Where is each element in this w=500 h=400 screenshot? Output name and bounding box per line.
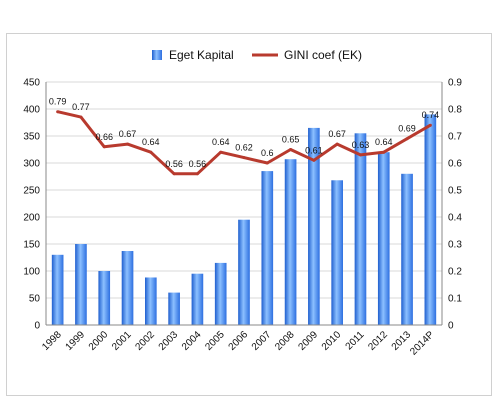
- bar: [284, 159, 297, 325]
- x-tick-label: 2010: [320, 329, 344, 353]
- y-right-tick-label: 0.7: [448, 132, 462, 143]
- y-right-tick-label: 0.4: [448, 213, 462, 224]
- gini-data-label: 0.63: [352, 140, 370, 150]
- bar: [354, 133, 367, 325]
- y-right-tick-label: 0.6: [448, 159, 462, 170]
- x-tick-label: 1999: [64, 329, 88, 353]
- gini-data-label: 0.66: [95, 132, 113, 142]
- bar: [75, 244, 87, 325]
- legend-label-bars: Eget Kapital: [169, 48, 234, 62]
- gini-data-label: 0.79: [49, 97, 67, 107]
- y-left-tick-label: 100: [23, 267, 40, 278]
- bars-layer: [51, 114, 437, 326]
- gini-data-label: 0.56: [165, 159, 183, 169]
- gini-point: [79, 115, 83, 119]
- x-tick-label: 2008: [273, 329, 297, 353]
- bar: [121, 251, 134, 325]
- gini-data-label: 0.61: [305, 145, 323, 155]
- bar: [238, 219, 250, 325]
- legend-label-line: GINI coef (EK): [284, 48, 362, 62]
- bar: [308, 127, 320, 326]
- gini-point: [335, 142, 339, 146]
- legend-swatch-bars: [152, 50, 162, 60]
- legend: Eget Kapital GINI coef (EK): [152, 48, 362, 62]
- gini-point: [56, 110, 60, 114]
- x-tick-label: 2001: [110, 329, 134, 353]
- labels-layer: 0.79 0.77 0.66 0.67 0.64 0.56 0.56 0.64 0.62 0.6 0…: [49, 97, 439, 169]
- gini-data-label: 0.62: [235, 143, 253, 153]
- x-tick-label: 2012: [366, 329, 390, 353]
- gini-point: [428, 123, 432, 127]
- y-left-tick-label: 400: [23, 105, 40, 116]
- gini-point: [149, 150, 153, 154]
- y-right-tick-label: 0.8: [448, 105, 462, 116]
- y-right-tick-label: 0: [448, 321, 454, 332]
- y-right-tick-label: 0.5: [448, 186, 462, 197]
- bar: [401, 173, 413, 325]
- gini-data-label: 0.67: [328, 129, 346, 139]
- gini-data-label: 0.69: [398, 124, 416, 134]
- bar: [377, 152, 390, 325]
- y-left-tick-label: 450: [23, 78, 40, 89]
- y-left-tick-label: 350: [23, 132, 40, 143]
- bar: [51, 254, 64, 325]
- y-right-tick-label: 0.2: [448, 267, 462, 278]
- y-left-tick-label: 0: [34, 321, 40, 332]
- gini-point: [195, 172, 199, 176]
- bar: [261, 171, 274, 325]
- gini-data-label: 0.64: [375, 137, 393, 147]
- x-tick-label: 2009: [296, 329, 320, 353]
- gini-data-label: 0.64: [212, 137, 230, 147]
- x-tick-label: 2004: [180, 329, 204, 353]
- gini-data-label: 0.77: [72, 102, 90, 112]
- gini-point: [382, 150, 386, 154]
- y-left-tick-label: 250: [23, 186, 40, 197]
- gini-point: [242, 156, 246, 160]
- line-layer: [56, 110, 432, 176]
- bar: [191, 273, 204, 325]
- x-tick-label: 2011: [344, 329, 367, 352]
- gini-data-label: 0.56: [189, 159, 207, 169]
- gini-data-label: 0.65: [282, 135, 300, 145]
- gini-point: [219, 150, 223, 154]
- bar: [424, 114, 437, 326]
- y-left-tick-label: 300: [23, 159, 40, 170]
- gini-data-label: 0.6: [261, 148, 274, 158]
- x-tick-label: 2014P: [408, 329, 436, 357]
- x-tick-label: 2000: [87, 329, 111, 353]
- bar: [214, 262, 227, 325]
- gini-point: [126, 142, 130, 146]
- gini-point: [172, 172, 176, 176]
- gini-point: [405, 137, 409, 141]
- x-tick-label: 2005: [203, 329, 227, 353]
- x-tick-label: 2003: [157, 329, 181, 353]
- gini-point: [102, 145, 106, 149]
- gini-data-label: 0.74: [422, 110, 440, 120]
- bar: [145, 277, 157, 325]
- gini-data-label: 0.67: [119, 129, 137, 139]
- y-right-tick-label: 0.3: [448, 240, 462, 251]
- x-tick-label: 2006: [227, 329, 251, 353]
- y-left-tick-label: 150: [23, 240, 40, 251]
- y-left-tick-label: 50: [29, 294, 41, 305]
- y-left-tick-label: 200: [23, 213, 40, 224]
- bar: [331, 180, 343, 325]
- x-tick-label: 2007: [250, 329, 274, 353]
- y-right-tick-label: 0.9: [448, 78, 462, 89]
- y-right-tick-label: 0.1: [448, 294, 462, 305]
- bar: [168, 292, 180, 325]
- x-tick-label: 2002: [133, 329, 157, 353]
- gini-point: [358, 153, 362, 157]
- bar: [98, 271, 111, 325]
- gini-point: [265, 161, 269, 165]
- gini-data-label: 0.64: [142, 137, 160, 147]
- gini-point: [312, 158, 316, 162]
- x-tick-label: 1998: [40, 329, 64, 353]
- gini-point: [289, 148, 293, 151]
